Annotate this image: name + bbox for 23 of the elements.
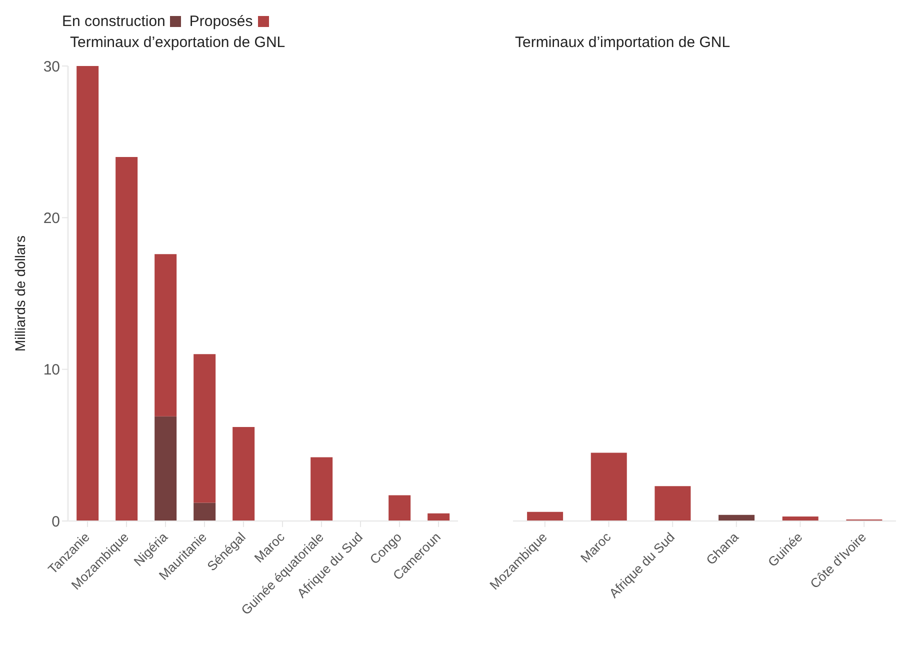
bar [76, 66, 99, 521]
y-tick-label: 20 [43, 210, 60, 227]
legend-label: Proposés [189, 12, 253, 30]
bar [428, 513, 450, 521]
y-axis-title: Milliards de dollars [12, 236, 28, 352]
bar [232, 426, 255, 521]
bar [718, 514, 755, 521]
y-tick-label: 30 [43, 58, 60, 76]
bar [527, 512, 564, 521]
bar [116, 157, 138, 521]
bar [590, 452, 627, 521]
chart-title: Terminaux d’importation de GNL [515, 34, 732, 53]
bar [194, 354, 216, 503]
bar [310, 457, 333, 521]
chart-title: Terminaux d’exportation de GNL [70, 34, 286, 53]
bar [194, 502, 216, 521]
bar [654, 486, 691, 521]
bar [154, 416, 177, 521]
bar [154, 254, 177, 416]
bar [388, 495, 411, 521]
y-tick-label: 10 [43, 362, 60, 379]
y-tick-label: 0 [52, 513, 60, 530]
legend-label: En construction [62, 12, 166, 30]
